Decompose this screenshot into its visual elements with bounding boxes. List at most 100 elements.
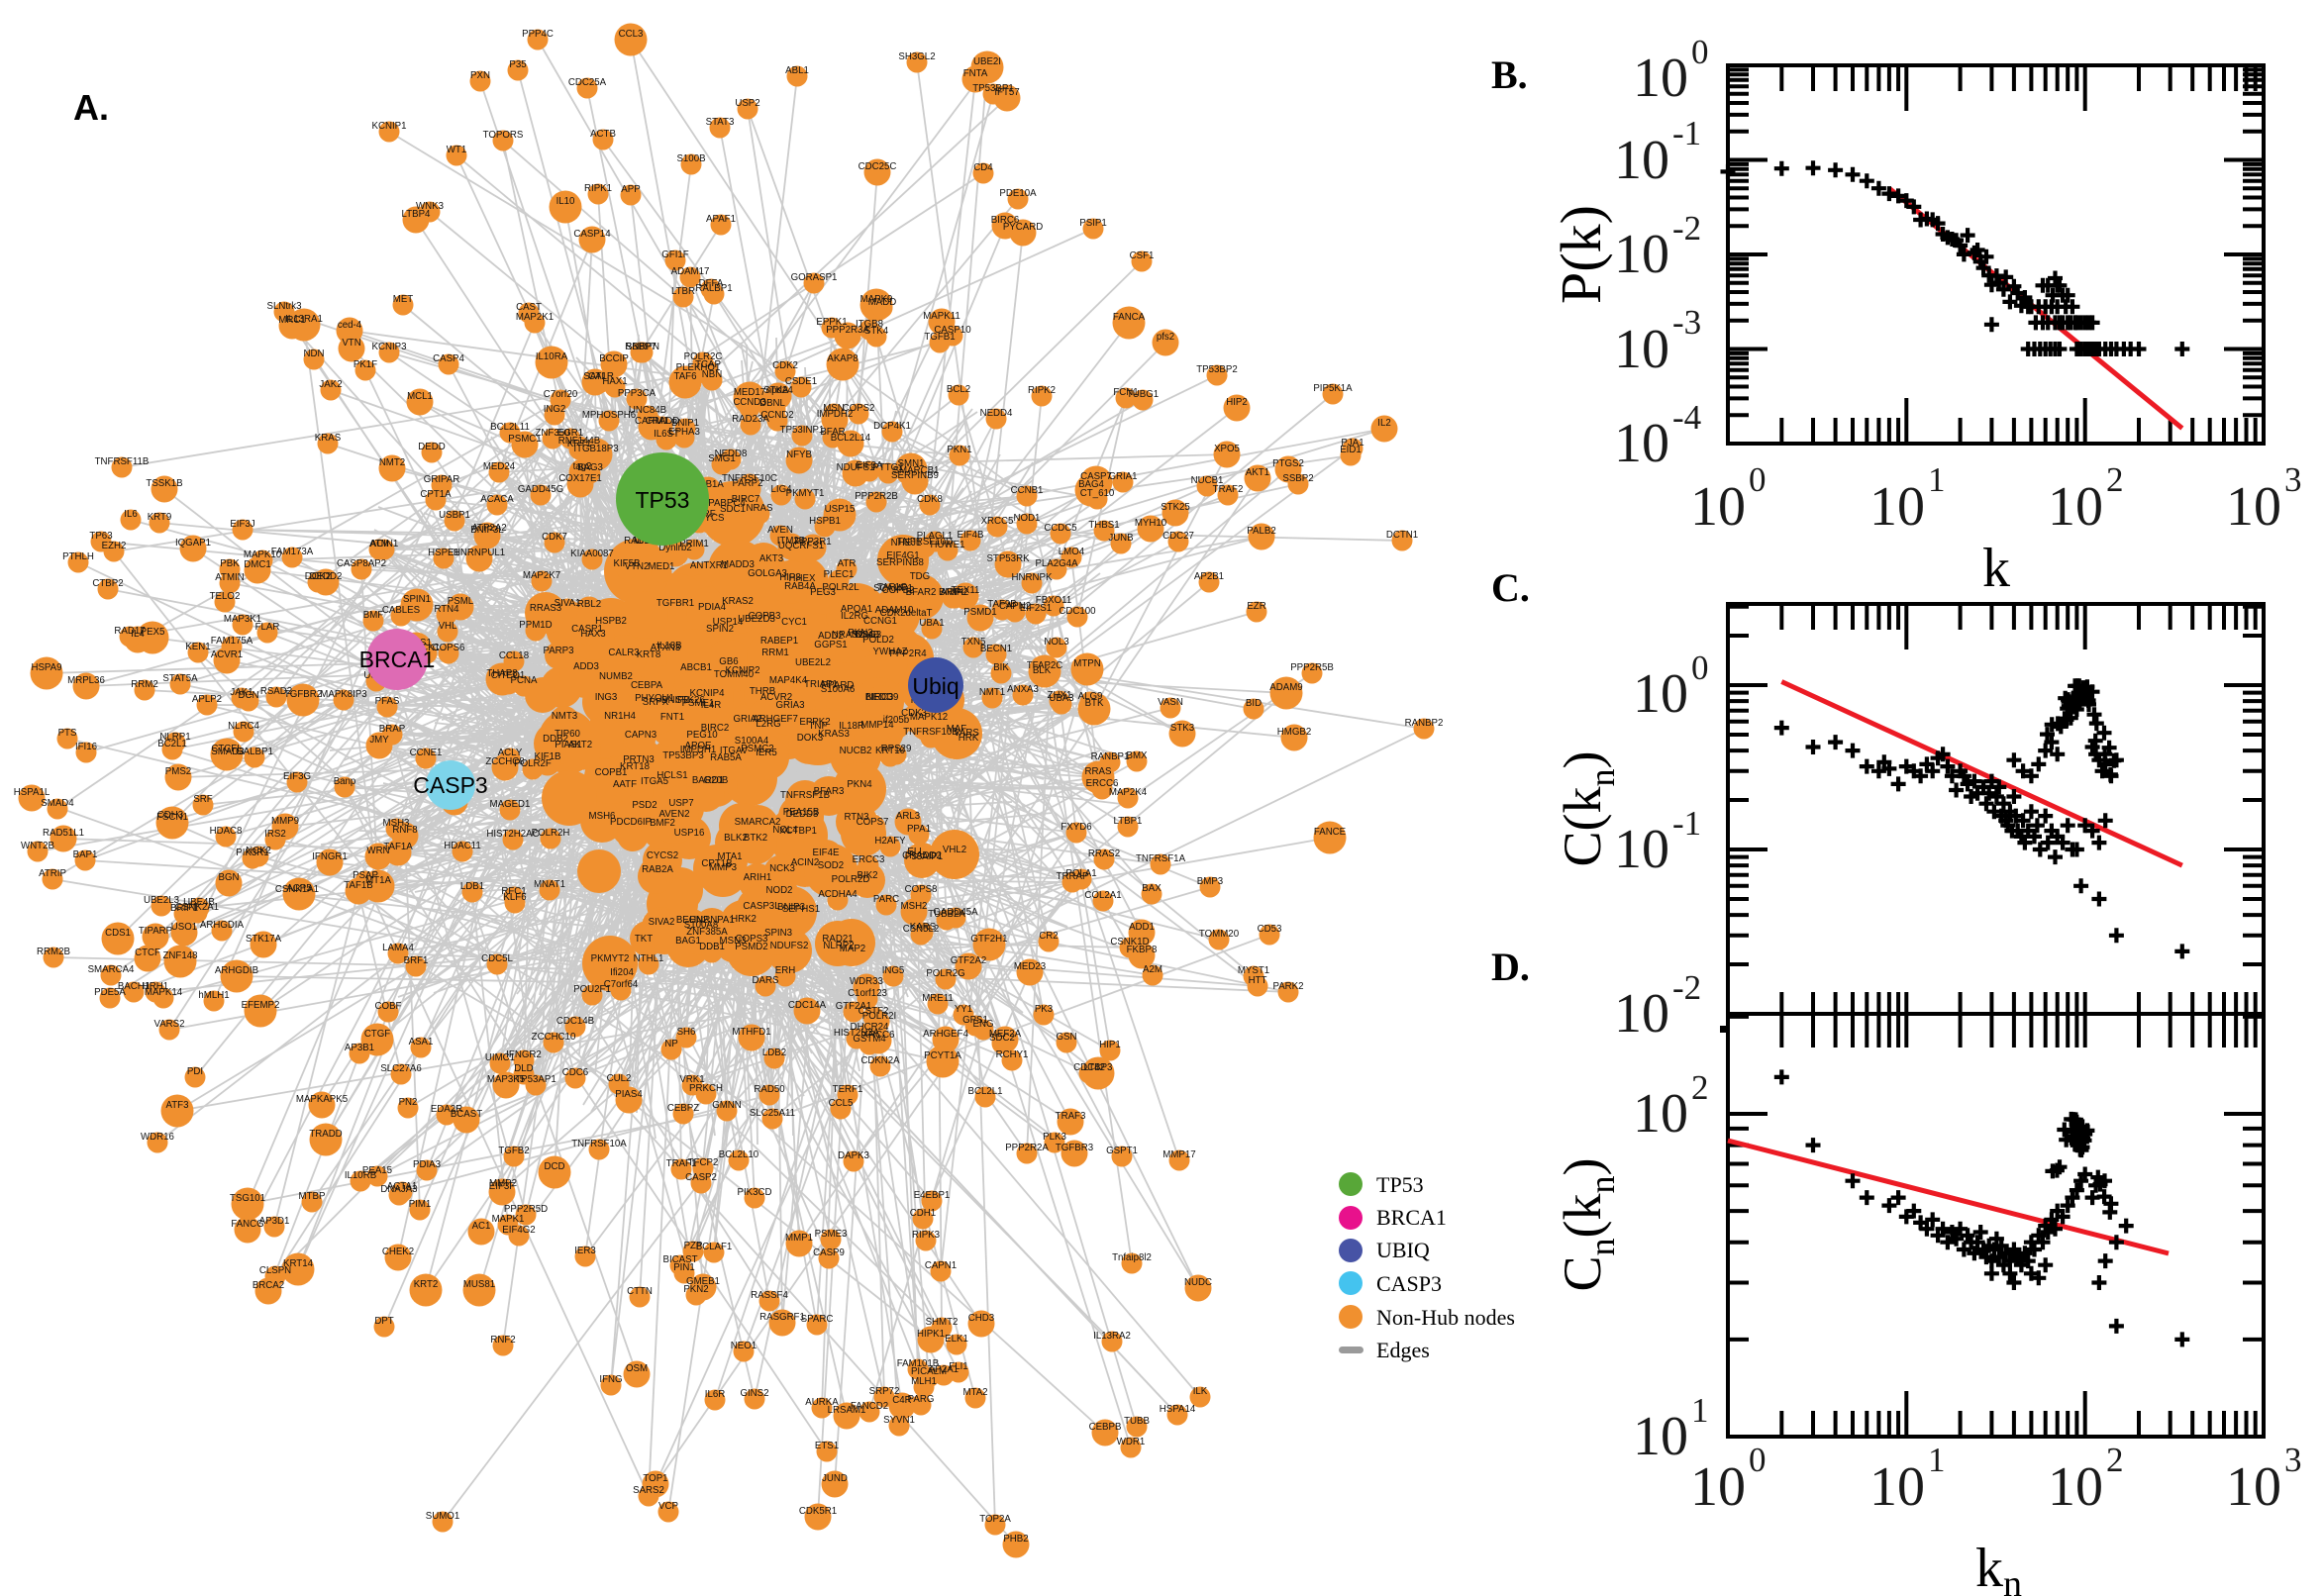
svg-text:MMP17: MMP17 [1162,1149,1195,1160]
svg-text:MAPK10: MAPK10 [244,549,282,560]
svg-text:LRSAM1: LRSAM1 [828,1405,866,1416]
svg-text:PK3: PK3 [1035,1004,1053,1015]
svg-text:WDR16: WDR16 [141,1132,174,1143]
svg-text:MLH1: MLH1 [911,1376,937,1387]
svg-text:RRAS3: RRAS3 [530,603,561,614]
svg-text:BIRC2: BIRC2 [701,723,730,734]
svg-text:HSPB2: HSPB2 [595,616,627,627]
svg-text:IL2RG: IL2RG [841,611,868,622]
svg-text:UBA1: UBA1 [919,618,944,629]
svg-text:PEX5: PEX5 [141,627,165,638]
svg-text:ARHGDIA: ARHGDIA [200,920,245,931]
svg-text:NUDC: NUDC [1184,1277,1212,1288]
svg-text:FLI1: FLI1 [949,1361,967,1372]
svg-text:hMLH1: hMLH1 [198,990,229,1001]
svg-text:DSG3: DSG3 [856,630,881,641]
svg-text:UBIQ: UBIQ [1376,1238,1430,1262]
svg-text:CDK5R1: CDK5R1 [799,1506,837,1517]
svg-text:DFFA: DFFA [699,278,724,289]
svg-text:Ubiq: Ubiq [912,673,959,699]
svg-text:CDK7: CDK7 [542,532,567,543]
svg-text:SRP72: SRP72 [869,1386,900,1397]
svg-text:PDE10A: PDE10A [999,188,1037,199]
svg-text:TP53: TP53 [1376,1172,1424,1197]
svg-text:CT_610: CT_610 [1080,488,1115,499]
svg-text:USP14: USP14 [713,617,744,628]
svg-text:EGR1: EGR1 [557,428,583,439]
svg-text:PIN1: PIN1 [673,1262,695,1273]
svg-text:IFNGR1: IFNGR1 [312,851,348,862]
svg-text:CDK8: CDK8 [917,494,943,505]
svg-text:ATMIN: ATMIN [215,572,244,583]
svg-text:UQCRFS1: UQCRFS1 [778,541,824,551]
svg-text:LTBR: LTBR [671,286,695,297]
svg-text:CYC1: CYC1 [781,617,807,628]
svg-text:CITED1: CITED1 [491,670,525,681]
svg-text:ING2: ING2 [544,404,566,415]
svg-text:FNT1: FNT1 [660,712,684,723]
svg-text:B.: B. [1491,52,1528,97]
svg-text:JMY: JMY [369,735,389,746]
svg-text:PPP2R5D: PPP2R5D [504,1204,548,1215]
svg-text:ACIN2: ACIN2 [791,857,820,868]
svg-text:PYCARD: PYCARD [1003,222,1043,233]
svg-text:PIK3CD: PIK3CD [738,1187,772,1198]
svg-text:BTK: BTK [1085,698,1104,709]
svg-text:ACLY: ACLY [498,748,523,758]
svg-text:JAK1: JAK1 [230,687,252,698]
svg-text:ALG9: ALG9 [1078,691,1103,702]
svg-text:BCAST: BCAST [451,1109,482,1120]
svg-text:TNFRSF10C: TNFRSF10C [722,473,777,484]
svg-text:MMP14: MMP14 [860,720,894,731]
svg-text:HHEX: HHEX [789,573,816,584]
svg-text:ELL: ELL [907,847,925,857]
svg-text:MAP3K5: MAP3K5 [487,1074,525,1085]
svg-text:NUMB: NUMB [852,630,880,641]
svg-text:DAPK3: DAPK3 [838,1150,869,1161]
svg-text:APP: APP [621,184,640,195]
svg-text:GADD45A: GADD45A [933,907,978,918]
svg-text:TUBB: TUBB [1124,1416,1150,1427]
svg-text:DMC1: DMC1 [244,559,270,570]
svg-text:MAP3K1: MAP3K1 [224,614,261,625]
svg-text:RNF144B: RNF144B [558,436,601,447]
svg-text:GADD45G: GADD45G [518,484,563,495]
svg-text:POLR2H: POLR2H [532,828,570,839]
svg-text:NDUFS2: NDUFS2 [770,941,809,951]
svg-text:CARM1: CARM1 [635,416,668,427]
svg-text:SERPINB9: SERPINB9 [891,470,939,481]
svg-text:FANCG: FANCG [231,1219,263,1230]
svg-text:NOD1: NOD1 [1014,513,1041,524]
svg-text:BFAR3: BFAR3 [814,786,845,797]
svg-text:JUNB: JUNB [1108,533,1133,544]
svg-text:BCL2L10: BCL2L10 [719,1149,759,1160]
svg-text:TNFRSF10D: TNFRSF10D [897,537,953,548]
svg-text:PKN2: PKN2 [683,1284,708,1295]
svg-text:EPHA3: EPHA3 [668,427,700,438]
svg-text:10: 10 [1614,224,1669,285]
svg-text:ARHGEF7: ARHGEF7 [753,714,798,725]
svg-text:TP53INP1: TP53INP1 [780,425,825,436]
svg-text:TRAF1: TRAF1 [666,1158,697,1169]
svg-text:HSPE1: HSPE1 [428,548,459,558]
svg-text:PCYT1A: PCYT1A [924,1050,961,1061]
svg-text:AP3B1: AP3B1 [345,1043,374,1053]
svg-text:VTN2: VTN2 [625,561,650,572]
svg-text:BMF: BMF [363,610,384,621]
svg-text:CD4: CD4 [973,162,993,173]
svg-text:LAMA4: LAMA4 [382,943,414,953]
svg-text:GOLGA3: GOLGA3 [748,568,787,579]
svg-text:MMP1: MMP1 [785,1233,813,1244]
svg-text:RAB5A: RAB5A [710,752,742,763]
svg-text:PIP5K1A: PIP5K1A [1313,383,1353,394]
svg-text:ELK1: ELK1 [945,1334,968,1345]
svg-text:RABEP1: RABEP1 [760,636,798,647]
svg-text:RCHY1: RCHY1 [996,1049,1029,1060]
svg-text:ZNF385A: ZNF385A [686,927,728,938]
svg-text:AURKA: AURKA [805,1397,839,1408]
svg-text:POLR2I: POLR2I [862,1011,896,1022]
svg-text:pfs2: pfs2 [1157,332,1174,343]
svg-text:ADAM9: ADAM9 [1269,682,1302,693]
svg-text:TRIAP1: TRIAP1 [804,679,838,690]
svg-text:EIF3J: EIF3J [230,519,254,530]
